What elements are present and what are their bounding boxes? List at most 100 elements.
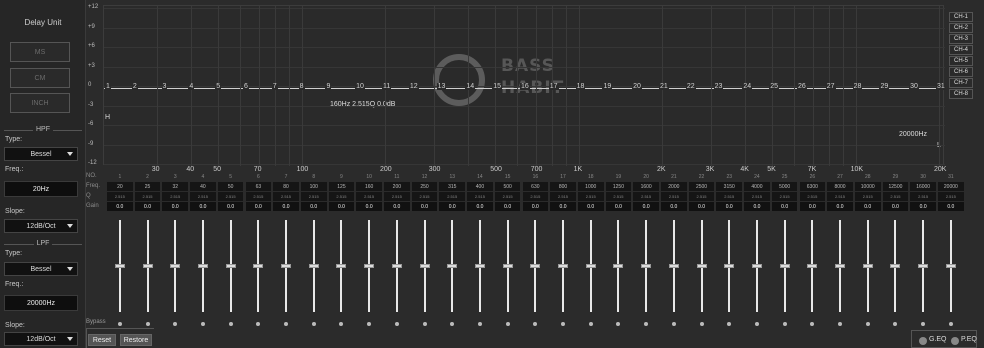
lpf-slope-select[interactable]: 12dB/Oct xyxy=(4,332,78,346)
eq-curve-graph[interactable]: BASS HABIT 160Hz 2.515Q 0.0dB H L 20000H… xyxy=(103,5,946,173)
band-point[interactable]: 27 xyxy=(825,83,836,90)
bypass-toggle[interactable] xyxy=(754,322,759,326)
band-gain-cell[interactable]: 0.0 xyxy=(633,202,659,211)
channel-button[interactable]: CH-6 xyxy=(949,67,973,77)
gain-slider-handle[interactable] xyxy=(945,264,956,268)
band-point[interactable]: 31 xyxy=(936,83,946,90)
band-freq-cell[interactable]: 400 xyxy=(467,182,493,191)
band-q-cell[interactable]: 2.515 xyxy=(744,192,770,201)
band-freq-cell[interactable]: 25 xyxy=(134,182,161,191)
band-gain-cell[interactable]: 0.0 xyxy=(107,202,133,211)
band-gain-cell[interactable]: 0.0 xyxy=(411,202,438,211)
gain-slider-handle[interactable] xyxy=(170,264,181,268)
gain-slider-handle[interactable] xyxy=(419,264,430,268)
gain-slider-handle[interactable] xyxy=(114,264,125,268)
gain-slider-handle[interactable] xyxy=(142,264,153,268)
unit-cm-button[interactable]: CM xyxy=(10,68,70,88)
band-q-cell[interactable]: 2.515 xyxy=(661,192,687,201)
band-freq-cell[interactable]: 1600 xyxy=(633,182,659,191)
band-q-cell[interactable]: 2.515 xyxy=(328,192,355,201)
band-gain-cell[interactable]: 0.0 xyxy=(439,202,466,211)
lpf-marker[interactable]: L xyxy=(937,142,941,149)
band-point[interactable]: 7 xyxy=(271,83,278,90)
bypass-toggle[interactable] xyxy=(200,322,205,326)
band-freq-cell[interactable]: 250 xyxy=(411,182,438,191)
gain-slider-handle[interactable] xyxy=(364,264,375,268)
gain-slider-handle[interactable] xyxy=(197,264,208,268)
band-gain-cell[interactable]: 0.0 xyxy=(273,202,299,211)
gain-slider-handle[interactable] xyxy=(918,264,929,268)
band-q-cell[interactable]: 2.515 xyxy=(494,192,521,201)
band-point[interactable]: 30 xyxy=(909,83,919,90)
unit-ms-button[interactable]: MS xyxy=(10,42,70,62)
band-point[interactable]: 16 xyxy=(520,83,530,90)
band-point[interactable]: 1 xyxy=(105,83,111,90)
band-gain-cell[interactable]: 0.0 xyxy=(661,202,687,211)
band-freq-cell[interactable]: 315 xyxy=(439,182,466,191)
band-gain-cell[interactable]: 0.0 xyxy=(577,202,604,211)
band-q-cell[interactable]: 2.515 xyxy=(827,192,853,201)
band-q-cell[interactable]: 2.515 xyxy=(716,192,743,201)
band-gain-cell[interactable]: 0.0 xyxy=(134,202,161,211)
gain-slider-handle[interactable] xyxy=(502,264,513,268)
band-point[interactable]: 20 xyxy=(632,83,642,90)
band-point[interactable]: 28 xyxy=(852,83,863,90)
band-gain-cell[interactable]: 0.0 xyxy=(688,202,715,211)
restore-button[interactable]: Restore xyxy=(120,334,152,346)
band-point[interactable]: 8 xyxy=(298,83,305,90)
gain-slider-handle[interactable] xyxy=(890,264,901,268)
band-freq-cell[interactable]: 800 xyxy=(550,182,576,191)
channel-button[interactable]: CH-3 xyxy=(949,34,973,44)
band-q-cell[interactable]: 2.515 xyxy=(522,192,549,201)
band-gain-cell[interactable]: 0.0 xyxy=(827,202,853,211)
band-freq-cell[interactable]: 63 xyxy=(245,182,272,191)
band-gain-cell[interactable]: 0.0 xyxy=(300,202,327,211)
gain-slider-handle[interactable] xyxy=(641,264,652,268)
band-q-cell[interactable]: 2.515 xyxy=(107,192,133,201)
band-point[interactable]: 25 xyxy=(769,83,780,90)
gain-slider-handle[interactable] xyxy=(281,264,292,268)
band-q-cell[interactable]: 2.515 xyxy=(190,192,216,201)
band-freq-cell[interactable]: 2000 xyxy=(661,182,687,191)
band-gain-cell[interactable]: 0.0 xyxy=(245,202,272,211)
band-freq-cell[interactable]: 1000 xyxy=(577,182,604,191)
band-freq-cell[interactable]: 6300 xyxy=(799,182,826,191)
hpf-marker[interactable]: H xyxy=(105,114,111,121)
bypass-toggle[interactable] xyxy=(727,322,732,326)
band-gain-cell[interactable]: 0.0 xyxy=(771,202,798,211)
band-gain-cell[interactable]: 0.0 xyxy=(882,202,909,211)
gain-slider-handle[interactable] xyxy=(336,264,347,268)
band-freq-cell[interactable]: 1250 xyxy=(605,182,632,191)
bypass-toggle[interactable] xyxy=(117,322,122,326)
band-freq-cell[interactable]: 80 xyxy=(273,182,299,191)
bypass-toggle[interactable] xyxy=(865,322,870,326)
lpf-type-select[interactable]: Bessel xyxy=(4,262,78,276)
band-point[interactable]: 13 xyxy=(436,83,447,90)
channel-button[interactable]: CH-1 xyxy=(949,12,973,22)
band-freq-cell[interactable]: 5000 xyxy=(771,182,798,191)
band-q-cell[interactable]: 2.515 xyxy=(467,192,493,201)
bypass-toggle[interactable] xyxy=(339,322,344,326)
bypass-toggle[interactable] xyxy=(782,322,787,326)
gain-slider-handle[interactable] xyxy=(253,264,264,268)
bypass-toggle[interactable] xyxy=(422,322,427,326)
gain-slider-handle[interactable] xyxy=(696,264,707,268)
gain-slider-handle[interactable] xyxy=(530,264,541,268)
band-q-cell[interactable]: 2.515 xyxy=(134,192,161,201)
band-q-cell[interactable]: 2.515 xyxy=(577,192,604,201)
band-point[interactable]: 29 xyxy=(879,83,890,90)
band-freq-cell[interactable]: 160 xyxy=(356,182,382,191)
band-gain-cell[interactable]: 0.0 xyxy=(910,202,936,211)
bypass-toggle[interactable] xyxy=(311,322,316,326)
channel-button[interactable]: CH-4 xyxy=(949,45,973,55)
gain-slider-handle[interactable] xyxy=(724,264,735,268)
band-gain-cell[interactable]: 0.0 xyxy=(384,202,410,211)
band-gain-cell[interactable]: 0.0 xyxy=(217,202,244,211)
band-point[interactable]: 6 xyxy=(243,83,249,90)
band-point[interactable]: 22 xyxy=(685,83,696,90)
gain-slider-handle[interactable] xyxy=(779,264,790,268)
band-point[interactable]: 4 xyxy=(188,83,195,90)
band-q-cell[interactable]: 2.515 xyxy=(688,192,715,201)
bypass-toggle[interactable] xyxy=(228,322,233,326)
bypass-toggle[interactable] xyxy=(616,322,621,326)
